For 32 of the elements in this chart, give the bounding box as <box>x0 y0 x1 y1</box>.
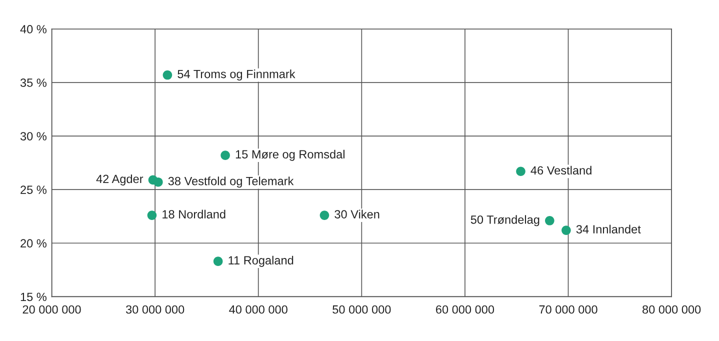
x-tick-label: 60 000 000 <box>436 305 494 314</box>
point <box>545 216 554 226</box>
annotation: 30 Viken <box>334 210 380 218</box>
y-tick-label: 25 % <box>20 186 46 194</box>
x-tick-label: 50 000 000 <box>332 305 391 314</box>
annotation: 34 Innlandet <box>576 224 641 234</box>
point <box>320 210 330 220</box>
annotation: 18 Nordland <box>162 210 226 218</box>
annotation: 38 Vestfold og Telemark <box>168 176 294 188</box>
x-tick-label: 80 000 000 <box>642 305 701 314</box>
x-tick-label: 20 000 000 <box>22 305 81 314</box>
annotation: 11 Rogaland <box>228 256 294 267</box>
point <box>147 210 157 220</box>
x-tick-label: 40 000 000 <box>229 305 288 314</box>
y-tick-label: 30 % <box>20 132 46 140</box>
point <box>154 177 163 187</box>
point <box>220 150 230 160</box>
y-tick-label: 20 % <box>20 239 46 248</box>
point <box>516 166 526 176</box>
y-tick-label: 15 % <box>20 292 46 302</box>
y-tick-label: 40 % <box>20 25 46 34</box>
annotation: 46 Vestland <box>530 166 592 175</box>
annotation: 42 Agder <box>96 174 144 186</box>
x-tick-label: 70 000 000 <box>539 305 598 314</box>
point <box>562 226 571 235</box>
point <box>162 70 172 80</box>
annotation: 54 Troms og Finnmark <box>178 70 296 81</box>
x-tick-label: 30 000 000 <box>126 305 184 314</box>
point <box>213 256 223 266</box>
annotation: 50 Trøndelag <box>470 215 540 226</box>
annotation: 15 Møre og Romsdal <box>236 150 344 161</box>
y-tick-label: 35 % <box>20 78 46 87</box>
